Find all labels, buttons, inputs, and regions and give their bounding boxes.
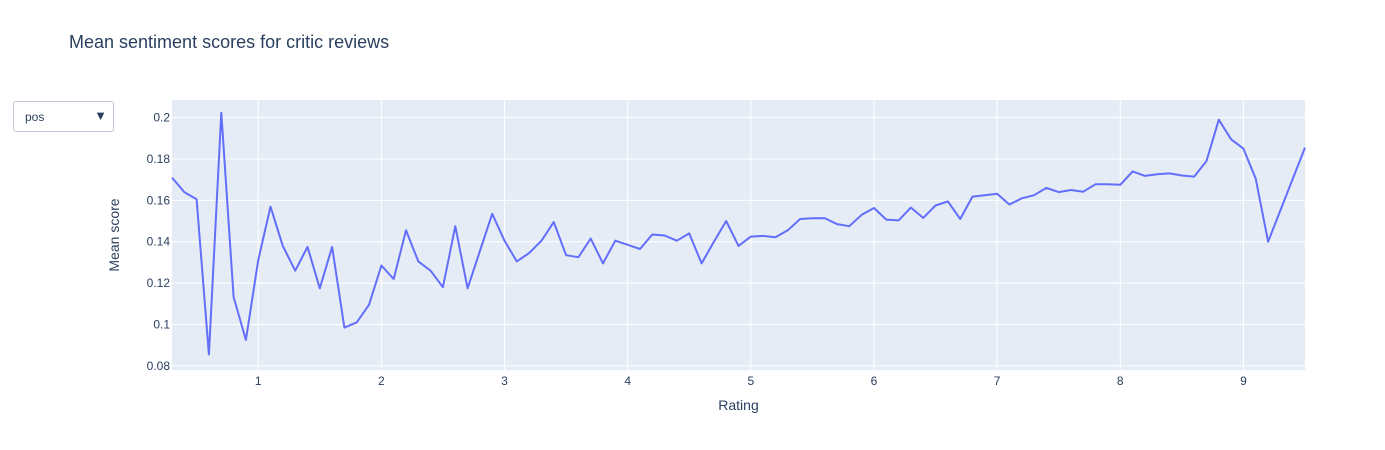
dropdown-selected-value: pos <box>25 110 45 124</box>
x-tick-label: 8 <box>1117 374 1124 388</box>
triangle-down-icon: ▼ <box>94 108 107 123</box>
chart-title: Mean sentiment scores for critic reviews <box>69 32 390 52</box>
y-tick-label: 0.08 <box>147 359 171 373</box>
y-tick-label: 0.2 <box>153 111 170 125</box>
x-tick-label: 2 <box>378 374 385 388</box>
x-tick-label: 3 <box>501 374 508 388</box>
y-tick-label: 0.14 <box>147 235 171 249</box>
x-axis-title: Rating <box>718 397 758 413</box>
y-tick-label: 0.18 <box>147 152 171 166</box>
plot-area <box>172 100 1305 370</box>
x-tick-label: 6 <box>871 374 878 388</box>
series-line[interactable] <box>171 111 1306 356</box>
x-tick-label: 9 <box>1240 374 1247 388</box>
metric-dropdown[interactable]: pos ▼ <box>13 101 114 132</box>
y-tick-label: 0.12 <box>147 276 171 290</box>
x-tick-label: 1 <box>255 374 262 388</box>
y-tick-label: 0.16 <box>147 193 171 207</box>
x-tick-label: 7 <box>994 374 1001 388</box>
y-axis-title: Mean score <box>106 198 122 271</box>
x-tick-label: 4 <box>624 374 631 388</box>
x-tick-label: 5 <box>747 374 754 388</box>
y-tick-label: 0.1 <box>153 317 170 331</box>
